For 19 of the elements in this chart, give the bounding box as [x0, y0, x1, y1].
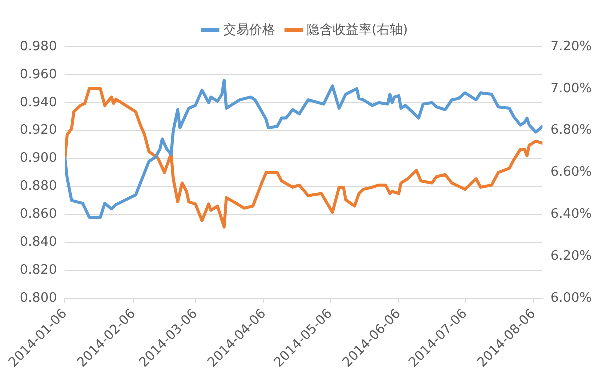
y2-tick-label: 7.00%	[550, 81, 592, 96]
y-tick-label: 0.800	[20, 290, 58, 306]
y2-tick-label: 6.80%	[550, 123, 592, 138]
y-tick-label: 0.920	[20, 123, 58, 138]
y-tick-label: 0.940	[20, 95, 58, 110]
y2-tick-label: 6.20%	[550, 249, 592, 264]
y2-tick-label: 7.20%	[550, 39, 592, 54]
y-tick-label: 0.960	[20, 67, 58, 82]
y2-tick-label: 6.40%	[550, 207, 592, 222]
y-tick-label: 0.820	[20, 262, 58, 278]
y2-tick-label: 6.60%	[550, 165, 592, 180]
y2-tick-label: 6.00%	[550, 290, 592, 306]
y-tick-label: 0.980	[20, 39, 58, 54]
legend-label: 交易价格	[223, 22, 276, 38]
y-tick-label: 0.840	[20, 235, 58, 250]
y-tick-label: 0.880	[20, 179, 58, 194]
y-tick-label: 0.900	[20, 151, 58, 166]
y-tick-label: 0.860	[20, 207, 58, 222]
legend-label: 隐含收益率(右轴)	[306, 22, 408, 38]
